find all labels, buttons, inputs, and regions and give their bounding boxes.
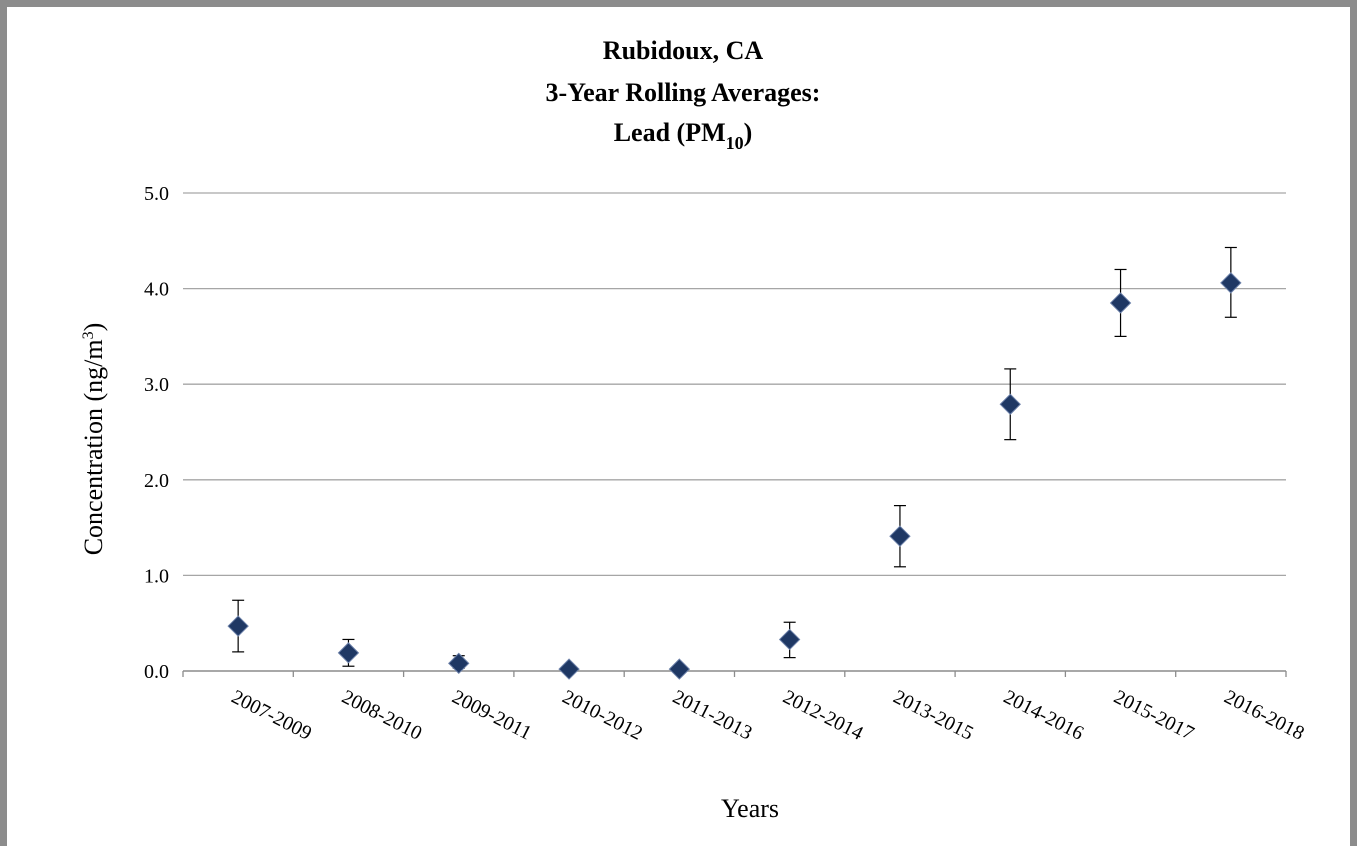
x-tick-label: 2016-2018 [1221,686,1308,745]
x-tick-label: 2010-2012 [559,686,646,745]
x-tick-label: 2011-2013 [669,686,756,745]
x-tick-label: 2007-2009 [228,686,315,745]
x-axis-label: Years [721,794,779,823]
title-lead-text: Lead (PM [614,118,726,147]
data-point [448,652,470,675]
x-tick-label: 2014-2016 [1000,686,1087,745]
y-tick-label: 4.0 [144,279,169,301]
title-subscript: 10 [726,133,744,153]
x-axis: 2007-2009 2008-2010 2009-2011 2010-2012 2011… [182,670,1308,745]
data-point [668,658,691,680]
y-tick-label: 1.0 [144,565,169,587]
chart-svg: Rubidoux, CA 3-Year Rolling Averages: Le… [79,36,1308,823]
data-point [337,642,360,664]
data-point [778,628,801,651]
x-tick-label: 2009-2011 [448,686,535,745]
data-points [227,272,1242,680]
title-close-paren: ) [744,118,753,147]
data-point [889,525,911,547]
data-point [1220,272,1242,294]
y-tick-label: 5.0 [144,183,169,205]
y-tick-label: 0.0 [144,661,169,683]
x-tick-label: 2015-2017 [1110,686,1197,745]
y-axis-label-text: Concentration (ng/m [79,339,108,555]
data-point [999,393,1021,415]
chart-title-line-2: 3-Year Rolling Averages: [546,78,821,107]
y-axis-label-close: ) [79,323,108,332]
data-point [227,615,249,637]
y-tick-label: 3.0 [144,374,169,396]
x-tick-label: 2008-2010 [338,686,425,745]
gridlines [183,192,1286,577]
error-bars [232,246,1237,669]
x-tick-label: 2013-2015 [890,686,977,745]
y-axis-ticks: 0.0 1.0 2.0 3.0 4.0 5.0 [144,183,169,683]
chart-title-line-1: Rubidoux, CA [603,36,764,65]
y-tick-label: 2.0 [144,470,169,492]
data-point [558,658,580,680]
x-tick-label: 2012-2014 [779,686,866,745]
y-axis-label: Concentration (ng/m3) [79,323,108,556]
data-point [1109,292,1132,314]
chart-title-line-3: Lead (PM10) [614,118,753,153]
y-axis-label-superscript: 3 [80,331,97,339]
